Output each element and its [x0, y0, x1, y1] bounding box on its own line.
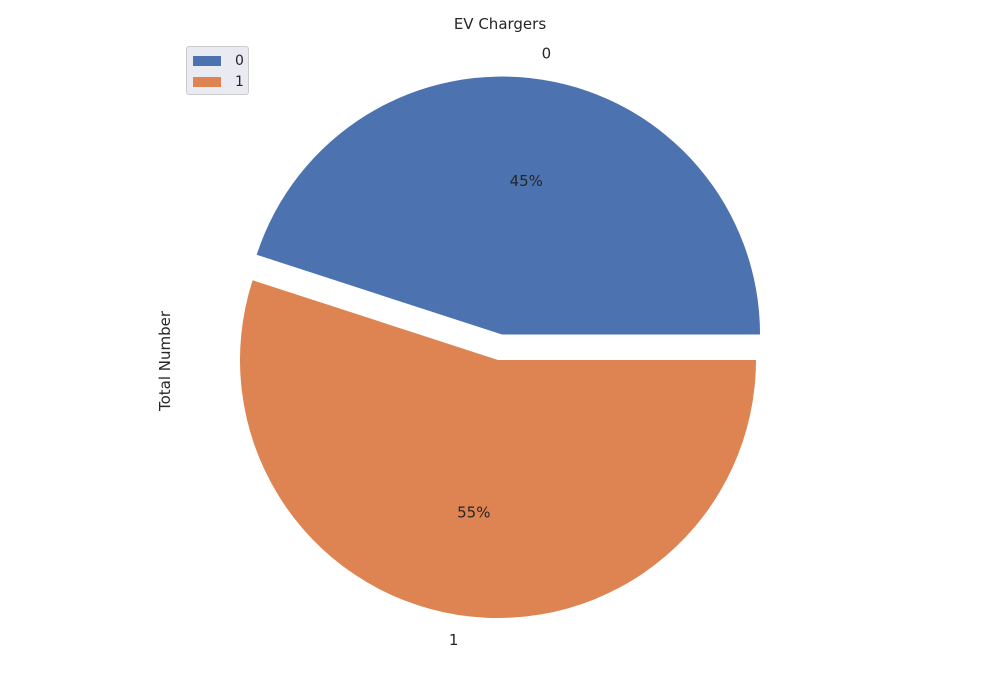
legend-label-0: 0: [235, 53, 244, 69]
slice-percent-label-1: 55%: [457, 503, 490, 521]
legend-swatch-1: [193, 77, 221, 87]
legend: 0 1: [186, 46, 249, 95]
pie-slice-0: [256, 76, 761, 335]
legend-swatch-0: [193, 56, 221, 66]
slice-category-label-0: 0: [542, 45, 552, 63]
slice-percent-label-0: 45%: [510, 172, 543, 190]
legend-item-0: 0: [193, 52, 244, 70]
legend-label-1: 1: [235, 74, 244, 90]
chart-title: EV Chargers: [453, 15, 547, 33]
slice-category-label-1: 1: [449, 631, 459, 649]
pie-slice-1: [239, 280, 756, 618]
legend-item-1: 1: [193, 73, 244, 91]
